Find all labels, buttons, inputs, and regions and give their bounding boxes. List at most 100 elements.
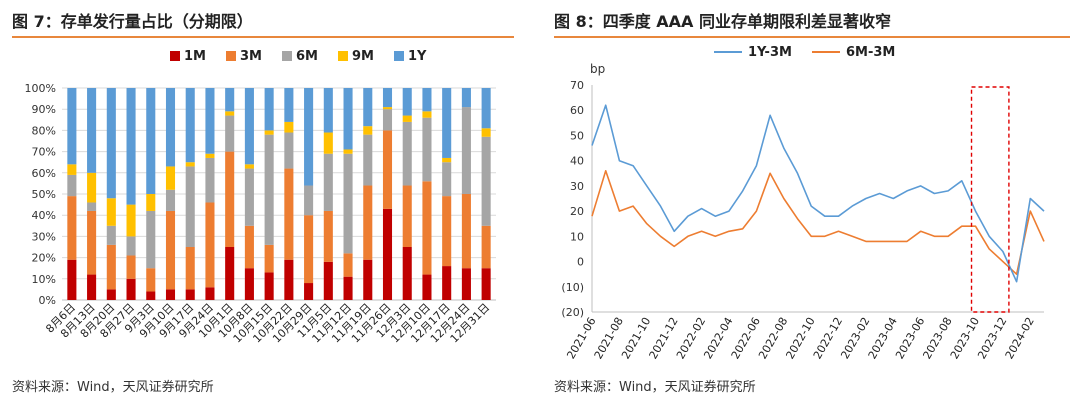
bar-segment: [67, 88, 77, 165]
legend-label: 9M: [352, 49, 374, 64]
left-chart-panel: 图 7：存单发行量占比（分期限） 0% 10% 20% 30% 40% 50% 60% 70%…: [0, 0, 524, 403]
bar-segment: [205, 202, 215, 288]
bar-segment: [461, 107, 471, 194]
bar-segment: [481, 225, 491, 269]
bar-segment: [382, 88, 393, 108]
bar-segment: [402, 115, 412, 122]
bar-segment: [284, 121, 294, 133]
bar-segment: [67, 259, 77, 300]
bar-segment: [185, 166, 195, 247]
legend-label: 6M: [296, 49, 318, 64]
bar-segment: [146, 291, 156, 300]
y-tick-label: 30%: [32, 230, 56, 243]
bar-segment: [146, 194, 156, 211]
bar-segment: [422, 88, 432, 112]
bar-segment: [481, 128, 491, 137]
bar-segment: [304, 88, 314, 186]
y-tick-label: 60%: [32, 167, 56, 180]
bar-segment: [87, 202, 97, 211]
legend-label: 1M: [184, 49, 206, 64]
legend-swatch: [226, 51, 236, 61]
bar-segment: [205, 157, 215, 203]
bar-segment: [382, 208, 393, 300]
bar-segment: [382, 109, 393, 131]
y-tick-label: 0: [577, 256, 584, 269]
bar-segment: [225, 151, 235, 247]
y-tick-label: 70%: [32, 146, 56, 159]
legend-label: 1Y: [408, 49, 427, 64]
y-tick-label: (20): [561, 306, 584, 319]
bar-segment: [146, 268, 156, 292]
bar-segment: [225, 115, 235, 152]
bar-segment: [185, 162, 195, 167]
bar-segment: [284, 88, 294, 122]
bar-segment: [284, 132, 294, 169]
bar-segment: [382, 130, 393, 209]
bar-segment: [205, 88, 215, 154]
bar-segment: [264, 244, 274, 273]
bar-segment: [481, 88, 491, 129]
bar-segment: [205, 153, 215, 158]
y-tick-label: 60: [570, 104, 584, 117]
bar-segment: [165, 189, 176, 211]
bar-segment: [264, 134, 274, 245]
bar-segment: [284, 259, 294, 300]
bar-segment: [323, 261, 333, 300]
bar-segment: [442, 266, 452, 300]
bar-segment: [264, 88, 274, 131]
legend-swatch: [394, 51, 404, 61]
bar-segment: [402, 121, 412, 186]
bar-segment: [165, 289, 176, 300]
y-tick-label: 40%: [32, 209, 56, 222]
legend-swatch: [170, 51, 180, 61]
bar-segment: [165, 210, 176, 290]
line-chart: bp(20)(10)0102030405060702021-062021-082…: [561, 45, 1045, 361]
bar-segment: [304, 185, 314, 216]
bar-segment: [363, 126, 373, 135]
y-tick-label: 30: [570, 180, 584, 193]
bar-segment: [402, 185, 412, 247]
right-chart-panel: 图 8：四季度 AAA 同业存单期限利差显著收窄 bp (20) (10) 0 10 20…: [544, 0, 1080, 403]
y-tick-label: (10): [561, 281, 584, 294]
title-divider: [12, 36, 514, 38]
bar-segment: [422, 111, 432, 118]
bar-segment: [87, 274, 97, 300]
bar-segment: [87, 210, 97, 275]
bar-segment: [185, 88, 195, 163]
legend-swatch: [338, 51, 348, 61]
title-divider: [554, 36, 1070, 38]
series-line: [591, 170, 1045, 275]
bar-segment: [165, 166, 176, 190]
bar-segment: [461, 268, 471, 300]
bar-segment: [284, 168, 294, 260]
bar-segment: [363, 134, 373, 186]
bar-segment: [244, 168, 254, 226]
bar-segment: [481, 268, 491, 300]
bar-segment: [422, 274, 432, 300]
bar-segment: [126, 236, 136, 256]
y-tick-label: 40: [570, 155, 584, 168]
chart-title: 图 8：四季度 AAA 同业存单期限利差显著收窄: [554, 12, 891, 31]
legend-label: 3M: [240, 49, 262, 64]
bar-segment: [323, 132, 333, 154]
bar-segment: [106, 244, 116, 290]
y-tick-label: 100%: [25, 82, 56, 95]
legend-label: 6M-3M: [846, 45, 895, 60]
bar-segment: [244, 164, 254, 169]
bar-segment: [422, 117, 432, 182]
bar-segment: [264, 130, 274, 135]
bar-segment: [126, 255, 136, 279]
bar-segment: [323, 88, 333, 133]
bar-segment: [442, 157, 452, 163]
bar-segment: [363, 88, 373, 127]
bar-segment: [442, 162, 452, 197]
y-tick-label: 20%: [32, 252, 56, 265]
legend-label: 1Y-3M: [748, 45, 792, 60]
bar-segment: [461, 88, 471, 108]
bar-segment: [106, 225, 116, 245]
source-note: 资料来源：Wind，天风证券研究所: [554, 380, 756, 395]
bar-segment: [343, 253, 353, 277]
bar-segment: [343, 153, 353, 254]
y-tick-label: 10: [570, 230, 584, 243]
bar-segment: [442, 196, 452, 267]
